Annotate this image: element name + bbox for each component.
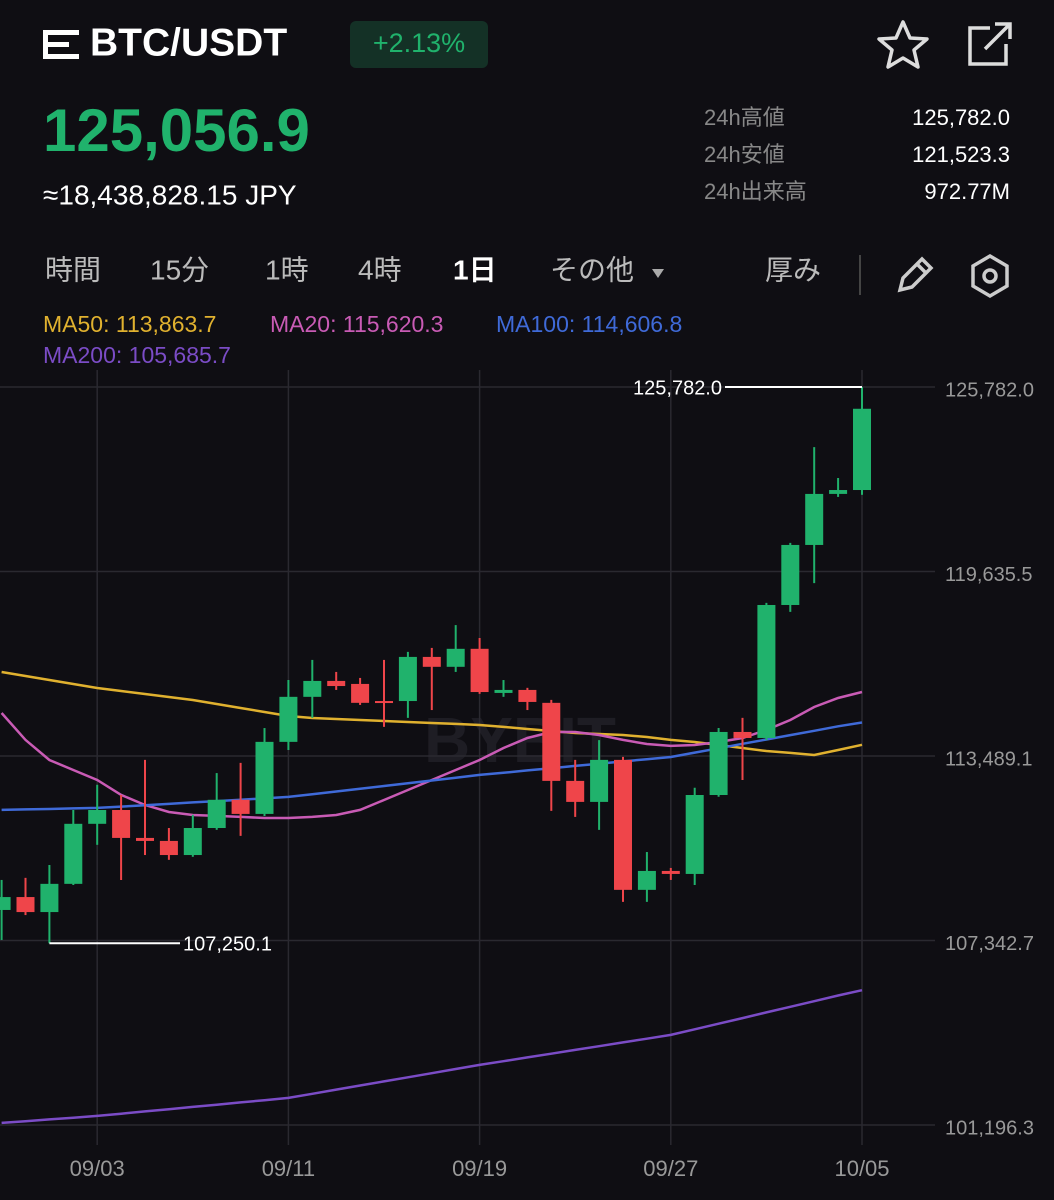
x-tick-label: 09/27 [643, 1156, 698, 1181]
candle-body [351, 683, 370, 703]
candle-body [853, 408, 871, 491]
y-tick-label: 125,782.0 [945, 379, 1034, 401]
tab[interactable]: 15分 [150, 254, 209, 285]
legend-entry: MA20: 115,620.3 [270, 311, 443, 337]
candle-body [327, 680, 346, 687]
candle-body [566, 780, 585, 802]
candle-body [231, 799, 250, 814]
x-tick-label: 09/11 [262, 1156, 315, 1181]
candle-body [88, 810, 107, 824]
x-tick-label: 09/19 [452, 1156, 507, 1181]
candle-body [829, 490, 848, 494]
candle-body [303, 680, 322, 697]
plot: BYBIT101,196.3107,342.7113,489.1119,635.… [0, 370, 1034, 1181]
stat-value: 972.77M [924, 179, 1010, 204]
stat-label: 24h安値 [704, 142, 785, 167]
candle-body [159, 840, 178, 856]
candle-body [685, 794, 704, 874]
tab[interactable]: 1日 [453, 254, 497, 285]
y-tick-label: 113,489.1 [945, 748, 1033, 770]
candle-body [64, 823, 83, 884]
candle-body [40, 883, 59, 913]
candle-body [590, 759, 609, 802]
candle-body [16, 897, 35, 913]
candle-body [518, 689, 537, 702]
share-icon[interactable] [968, 22, 1012, 66]
price: 125,056.9 [43, 97, 310, 164]
legend-entry: MA50: 113,863.7 [43, 311, 216, 337]
price-jpy: ≈18,438,828.15 JPY [43, 179, 297, 210]
pair: BTC/USDT [90, 21, 287, 64]
dropdown-arrow [652, 269, 664, 278]
legend-entry: MA200: 105,685.7 [43, 342, 231, 368]
candle-body [446, 648, 465, 667]
candle-body [0, 897, 11, 910]
settings-icon[interactable] [971, 253, 1009, 299]
tabs: 時間 15分 1時 4時 1日 その他 [45, 254, 634, 285]
tab[interactable]: 4時 [358, 254, 402, 285]
stat-value: 125,782.0 [912, 105, 1010, 130]
tab[interactable]: 1時 [265, 254, 309, 285]
ma-line [1, 988, 863, 1125]
candle-body [614, 759, 632, 890]
annotation-label: 125,782.0 [633, 377, 722, 399]
stat-label: 24h高値 [704, 105, 785, 130]
candle-body [375, 701, 393, 704]
change: +2.13% [373, 28, 465, 58]
candle-body [709, 731, 728, 795]
favorite-icon[interactable] [877, 20, 929, 69]
y-tick-label: 119,635.5 [945, 564, 1033, 586]
candle-body [637, 870, 656, 890]
draw-icon[interactable] [897, 256, 934, 293]
menu-icon[interactable] [43, 30, 79, 59]
candle-body [136, 837, 154, 841]
candle-body [781, 544, 800, 605]
change-badge [350, 21, 488, 68]
candle-body [398, 656, 417, 702]
legend-entry: MA100: 114,606.8 [496, 311, 682, 337]
stat-value: 121,523.3 [912, 142, 1010, 167]
x-tick-label: 09/03 [70, 1156, 125, 1181]
candle-body [494, 689, 513, 693]
candle-body [422, 656, 441, 667]
candle-body [183, 828, 202, 856]
candle-body [112, 810, 131, 838]
tab[interactable]: 時間 [45, 254, 101, 285]
y-tick-label: 107,342.7 [945, 933, 1034, 955]
candle-body [542, 702, 561, 781]
x-tick-label: 10/05 [834, 1156, 889, 1181]
candle-body [470, 648, 489, 693]
depth-tab[interactable]: 厚み [765, 254, 821, 285]
candle-body [733, 731, 752, 738]
candle-body [757, 604, 776, 738]
y-tick-label: 101,196.3 [945, 1117, 1034, 1139]
annotation-label: 107,250.1 [183, 934, 272, 956]
stat-label: 24h出来高 [704, 179, 807, 204]
candle-body [207, 799, 226, 829]
candle-body [279, 696, 298, 742]
tab[interactable]: その他 [550, 254, 634, 285]
legend: MA50: 113,863.7 MA20: 115,620.3 MA100: 114… [43, 311, 682, 368]
candle-body [661, 870, 680, 874]
candle-body [255, 741, 274, 814]
candle-body [805, 493, 824, 545]
